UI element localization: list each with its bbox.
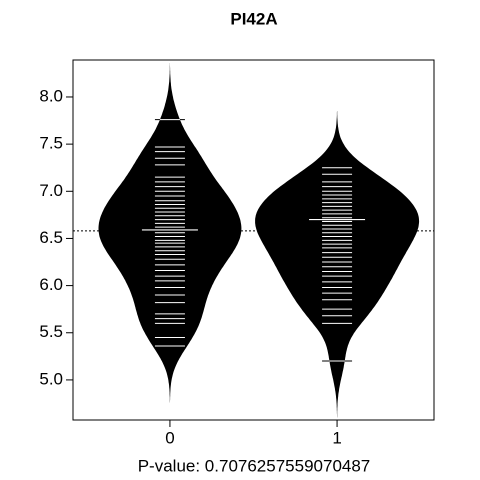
plot-frame [72, 59, 435, 421]
y-tick-label: 5.0 [39, 369, 63, 388]
x-tick-label: 1 [332, 428, 341, 447]
y-tick-label: 6.0 [39, 275, 63, 294]
x-axis-label: P-value: 0.7076257559070487 [138, 456, 371, 475]
bean-lines [309, 167, 366, 362]
y-tick-label: 5.5 [39, 322, 63, 341]
y-tick-label: 7.0 [39, 181, 63, 200]
chart-title: PI42A [230, 9, 277, 28]
bean-density [255, 111, 420, 418]
y-tick-label: 6.5 [39, 228, 63, 247]
x-tick-label: 0 [165, 428, 174, 447]
y-tick-label: 7.5 [39, 134, 63, 153]
y-tick-label: 8.0 [39, 86, 63, 105]
bean-lines [141, 119, 198, 347]
